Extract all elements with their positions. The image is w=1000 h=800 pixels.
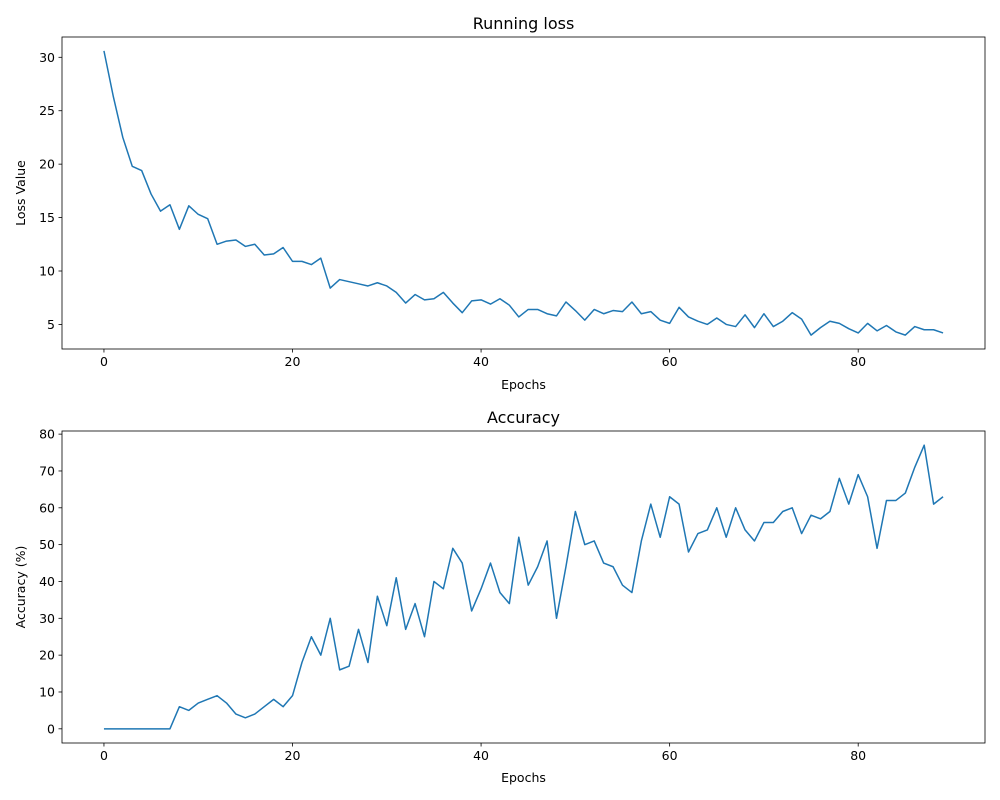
accuracy-line [103,444,944,730]
loss-y-tick-label: 30 [39,50,55,65]
accuracy-x-axis-ticks: 0 20 40 60 80 [100,743,866,763]
accuracy-panel: 0 20 40 60 80 0 10 20 30 40 50 60 70 80 Accuracy Epo… [13,408,986,785]
accuracy-x-tick-label: 40 [473,748,489,763]
loss-x-tick-label: 80 [850,354,866,369]
accuracy-chart-title: Accuracy [487,408,560,427]
accuracy-series [103,444,944,730]
loss-y-tick-label: 20 [39,157,55,172]
loss-x-tick-label: 60 [662,354,678,369]
accuracy-y-tick-label: 50 [39,537,55,552]
loss-x-axis-ticks: 0 20 40 60 80 [100,349,866,369]
loss-x-axis-label: Epochs [501,377,546,392]
loss-panel: 0 20 40 60 80 5 10 15 20 25 30 Running loss Epoch… [13,14,986,392]
accuracy-y-tick-label: 80 [39,427,55,442]
loss-y-tick-label: 5 [47,317,55,332]
loss-y-tick-label: 10 [39,264,55,279]
loss-chart-title: Running loss [473,14,575,33]
loss-x-tick-label: 40 [473,354,489,369]
loss-y-tick-label: 25 [39,103,55,118]
accuracy-y-tick-label: 10 [39,684,55,699]
loss-axes-frame [61,36,986,350]
loss-line [103,50,944,336]
accuracy-x-tick-label: 0 [100,748,108,763]
loss-x-tick-label: 20 [285,354,301,369]
loss-y-axis-label: Loss Value [13,160,28,226]
loss-series [103,50,944,336]
accuracy-y-tick-label: 20 [39,648,55,663]
accuracy-y-tick-label: 70 [39,463,55,478]
loss-y-axis-ticks: 5 10 15 20 25 30 [39,50,62,332]
accuracy-x-tick-label: 60 [662,748,678,763]
loss-y-tick-label: 15 [39,210,55,225]
accuracy-x-tick-label: 20 [285,748,301,763]
accuracy-y-tick-label: 40 [39,574,55,589]
accuracy-axes-frame [61,430,986,744]
loss-x-tick-label: 0 [100,354,108,369]
accuracy-x-axis-label: Epochs [501,770,546,785]
accuracy-x-tick-label: 80 [850,748,866,763]
accuracy-y-tick-label: 60 [39,500,55,515]
accuracy-y-axis-ticks: 0 10 20 30 40 50 60 70 80 [39,427,62,736]
accuracy-y-tick-label: 30 [39,611,55,626]
accuracy-y-tick-label: 0 [47,721,55,736]
accuracy-y-axis-label: Accuracy (%) [13,546,28,629]
